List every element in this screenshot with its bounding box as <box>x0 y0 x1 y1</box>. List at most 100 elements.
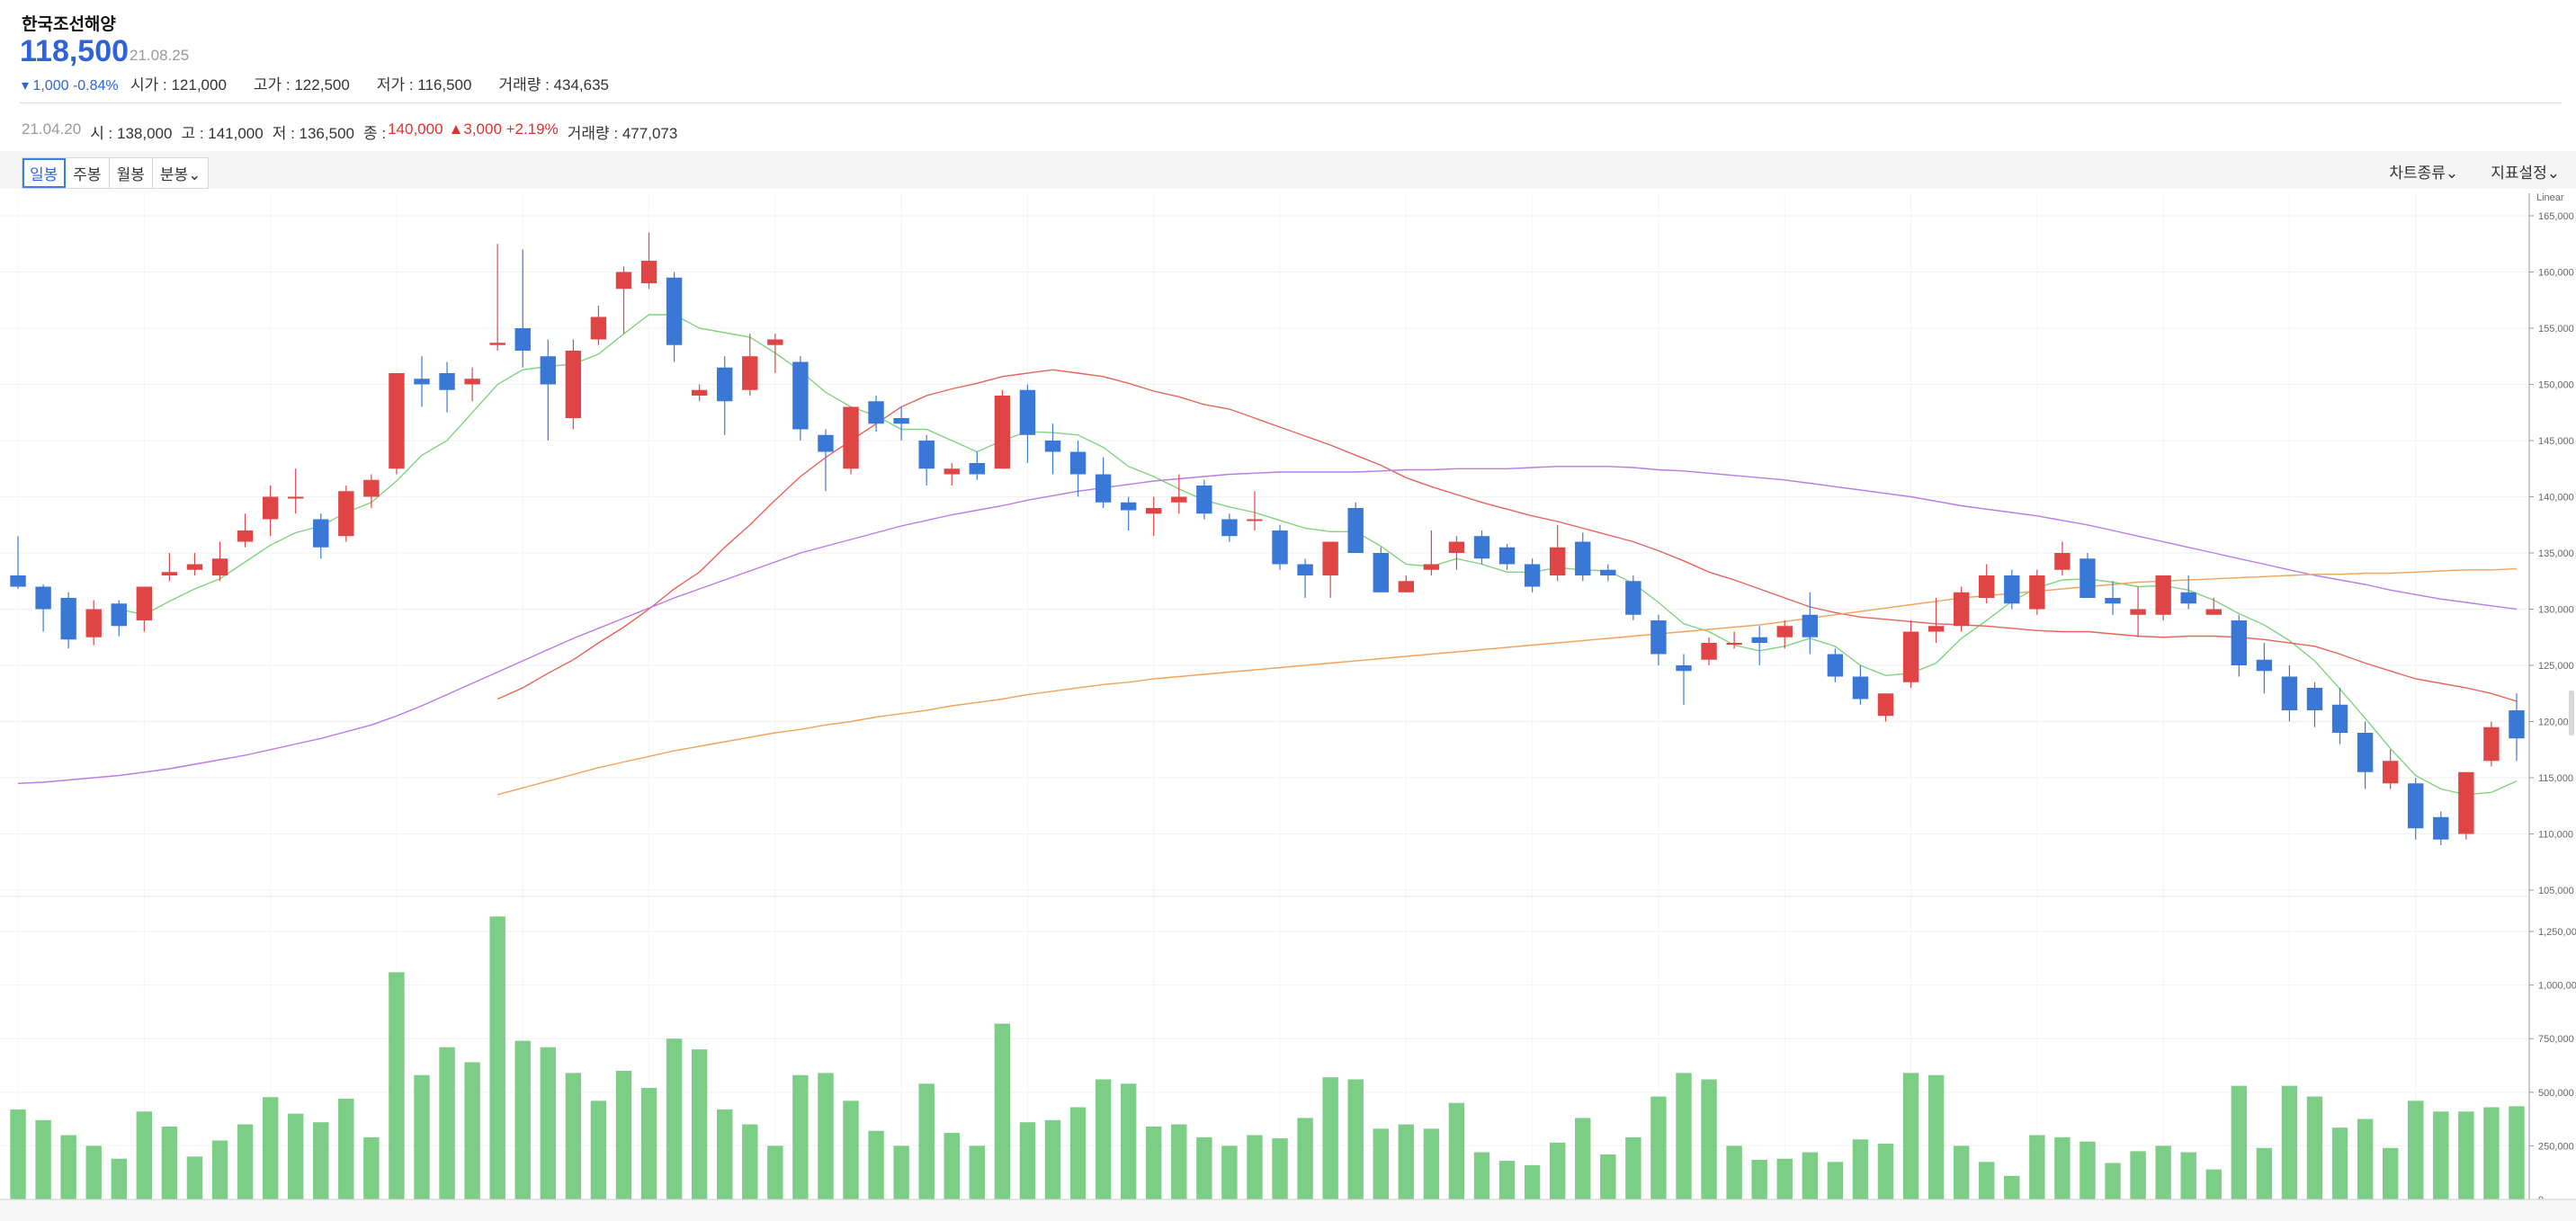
price-tick-label: 125,000 <box>2538 661 2574 672</box>
candle-body <box>414 379 430 385</box>
volume-bar <box>1650 1096 1667 1199</box>
candle-body <box>1272 530 1288 565</box>
x-axis-band <box>0 1199 2576 1221</box>
volume-bar <box>2256 1147 2273 1199</box>
volume-bar <box>313 1122 329 1199</box>
volume-bar <box>2382 1147 2399 1199</box>
candle-body <box>615 272 632 290</box>
volume-bar <box>1322 1077 1338 1199</box>
volume-bar <box>1575 1118 1591 1199</box>
volume-bar <box>565 1073 582 1199</box>
price-change: ▾ 1,000 -0.84% <box>22 78 119 94</box>
candle-body <box>1247 519 1263 521</box>
price-tick-label: 155,000 <box>2538 324 2574 334</box>
volume-tick-label: 500,000 <box>2538 1088 2574 1099</box>
tab-weekly[interactable]: 주봉 <box>66 158 110 188</box>
volume-tick-label: 250,000 <box>2538 1141 2574 1152</box>
volume-bar <box>111 1158 127 1199</box>
candle-body <box>211 558 228 575</box>
candle-body <box>111 603 127 627</box>
candle-body <box>10 575 26 587</box>
volume-bar <box>2281 1085 2298 1199</box>
candle-body <box>2357 733 2374 772</box>
hover-low: 저 : 136,500 <box>272 125 354 142</box>
volume-bar <box>615 1070 632 1199</box>
price-tick-label: 105,000 <box>2538 886 2574 896</box>
moving-average-lines <box>17 314 2518 796</box>
candle-body <box>792 361 809 430</box>
volume-bar <box>666 1038 683 1199</box>
volume-bar <box>2029 1135 2045 1199</box>
candle-body <box>1802 614 1818 637</box>
ma-5-line <box>119 314 2518 796</box>
volume-bar <box>2433 1111 2449 1199</box>
candle-body <box>1979 575 1995 598</box>
volume-bar <box>1044 1119 1061 1199</box>
tab-minute[interactable]: 분봉⌄ <box>159 166 201 183</box>
candle-body <box>2256 659 2273 672</box>
volume-tick-label: 1,000,000 <box>2538 981 2576 992</box>
header-divider <box>20 102 2562 103</box>
candle-body <box>1044 441 1061 452</box>
candle-body <box>2458 771 2474 834</box>
candle-body <box>2080 558 2096 598</box>
candle-body <box>1069 451 1087 475</box>
volume-bar <box>363 1136 380 1199</box>
hover-volume: 거래량 : 477,073 <box>567 125 678 142</box>
scale-label: Linear <box>2536 192 2564 203</box>
candle-body <box>994 396 1011 469</box>
volume-bar <box>1979 1162 1995 1199</box>
volume-bar <box>590 1101 607 1199</box>
volume-bar <box>1019 1122 1036 1199</box>
volume-bar <box>1953 1145 1970 1199</box>
candle-body <box>136 586 153 620</box>
candle-body <box>565 351 582 418</box>
volume-bar <box>1701 1079 1717 1199</box>
volume-bar <box>2105 1163 2121 1199</box>
volume-bar <box>1802 1152 1818 1199</box>
volume-bar <box>1776 1158 1793 1199</box>
candle-body <box>1928 626 1945 632</box>
volume-bar <box>414 1074 430 1199</box>
candle-body <box>35 586 51 610</box>
volume-bar <box>2080 1141 2096 1199</box>
volume-bar <box>489 916 505 1199</box>
candle-body <box>1676 665 1692 672</box>
volume-bar <box>1928 1074 1945 1199</box>
hover-info: 21.04.20 시 : 138,000 고 : 141,000 저 : 136… <box>22 120 677 143</box>
indicator-settings-dropdown[interactable]: 지표설정⌄ <box>2491 165 2560 182</box>
candle-body <box>1221 519 1238 537</box>
chart-type-dropdown[interactable]: 차트종류⌄ <box>2389 165 2459 182</box>
volume-bar <box>439 1047 455 1199</box>
price-tick-label: 110,000 <box>2538 830 2573 841</box>
candle-body <box>2483 726 2500 762</box>
volume-bar <box>237 1124 254 1199</box>
volume-bar <box>338 1098 354 1199</box>
tab-monthly[interactable]: 월봉 <box>110 158 153 188</box>
volume-bar <box>2408 1101 2424 1199</box>
volume-bar <box>1524 1164 1541 1199</box>
volume-bar <box>1095 1079 1112 1199</box>
candle-body <box>1726 643 1742 645</box>
volume-bar <box>2205 1169 2222 1199</box>
volume-bar <box>717 1109 733 1199</box>
volume-bar <box>1625 1136 1641 1199</box>
candle-body <box>186 564 203 570</box>
candle-body <box>767 339 783 345</box>
tab-daily[interactable]: 일봉 <box>22 158 67 188</box>
candle-body <box>363 479 380 497</box>
candle-body <box>1575 541 1591 575</box>
candle-body <box>1902 631 1919 682</box>
volume-bar <box>211 1140 228 1199</box>
candle-body <box>590 316 607 340</box>
candle-body <box>439 373 455 390</box>
candle-body <box>2205 609 2222 615</box>
period-tabs: 일봉 주봉 월봉 분봉⌄ <box>22 157 210 189</box>
price-tick-label: 120,000 <box>2538 717 2574 728</box>
volume-bar <box>893 1145 909 1199</box>
candle-body <box>514 328 531 351</box>
price-tick-label: 130,000 <box>2538 605 2574 616</box>
volume-bar <box>186 1156 203 1199</box>
candle-body <box>1171 496 1187 503</box>
